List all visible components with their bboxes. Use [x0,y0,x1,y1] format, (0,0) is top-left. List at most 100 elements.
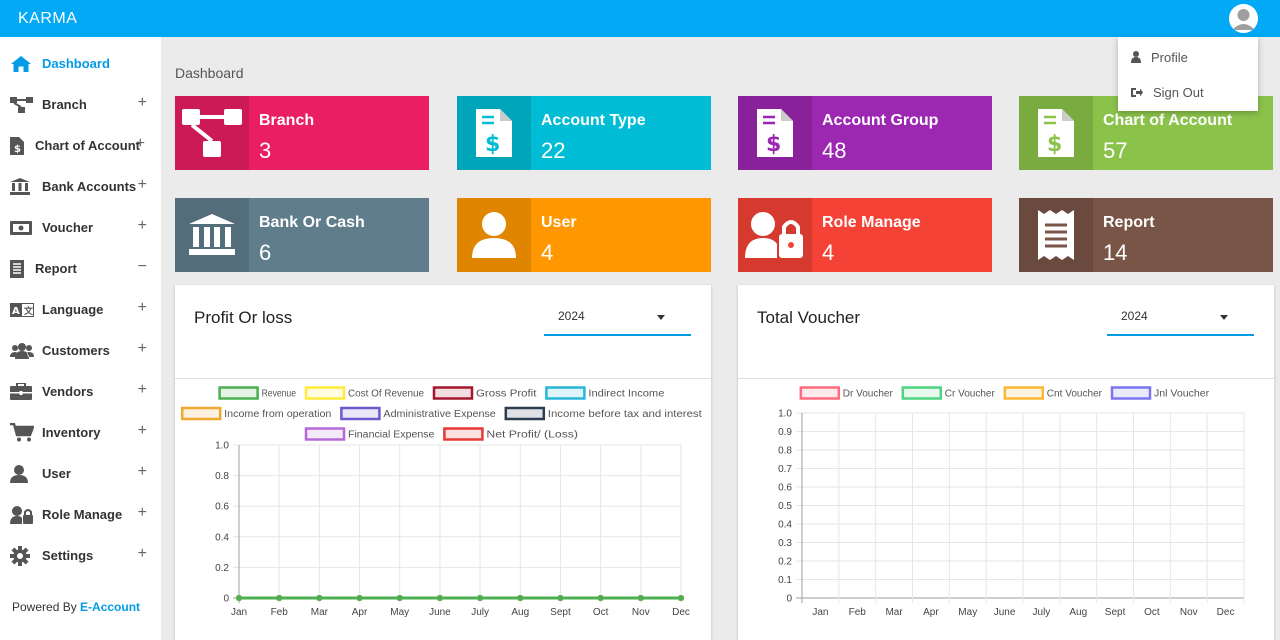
card-role-manage[interactable]: Role Manage 4 [738,198,992,272]
sign-out-icon [1131,87,1143,97]
sidebar-item-label: Role Manage [42,507,123,522]
sidebar-item-customers[interactable]: Customers + [0,330,161,371]
profit-loss-chart: Revenue Cost Of Revenue Gross Profit Indire… [180,386,702,618]
data-point [597,595,604,601]
legend-label: Gross Profit [476,389,537,400]
data-point [436,595,443,601]
y-tick-label: 0.1 [778,575,792,586]
card-title: Account Group [822,112,939,129]
x-tick-label: May [390,607,409,618]
svg-text:文: 文 [23,305,34,317]
y-tick-label: 0.5 [778,501,792,512]
card-report[interactable]: Report 14 [1019,198,1273,272]
x-tick-label: June [994,607,1016,618]
data-point [356,595,363,601]
card-icon-box [457,198,531,272]
sidebar-item-voucher[interactable]: Voucher + [0,207,161,248]
legend-label: Income from operation [224,409,331,420]
sidebar-item-label: Language [42,302,104,317]
expand-indicator: + [137,94,147,111]
sidebar-item-bank-accounts[interactable]: Bank Accounts + [0,166,161,207]
card-value: 57 [1103,138,1128,163]
sidebar-item-chart-of-account[interactable]: $ Chart of Account + [0,125,161,166]
sign-out-menu-item[interactable]: Sign Out [1118,74,1258,110]
legend-swatch [432,386,474,400]
sidebar-item-role-manage[interactable]: Role Manage + [0,494,161,535]
card-title: Chart of Account [1103,112,1233,129]
card-icon-box [738,198,812,272]
sidebar-item-vendors[interactable]: Vendors + [0,371,161,412]
legend-label: Net Profit/ (Loss) [486,430,578,441]
card-icon-box [175,96,249,170]
x-tick-label: Jan [812,607,828,618]
card-branch[interactable]: Branch 3 [175,96,429,170]
powered-by: Powered By E-Account [12,600,140,614]
x-tick-label: Sept [550,607,571,618]
app-title[interactable]: KARMA [18,10,78,27]
x-tick-label: June [429,607,451,618]
legend-label: Jnl Voucher [1154,389,1210,400]
card-account-type[interactable]: $ Account Type 22 [457,96,711,170]
year-select[interactable]: 2024 [544,300,691,336]
card-bank-or-cash[interactable]: Bank Or Cash 6 [175,198,429,272]
card-account-group[interactable]: $ Account Group 48 [738,96,992,170]
y-tick-label: 1.0 [778,409,792,420]
legend-swatch [504,406,546,421]
report-icon [10,259,27,279]
card-chart-of-account[interactable]: $ Chart of Account 57 [1019,96,1273,170]
top-app-bar: KARMA [0,0,1280,37]
user-lock-icon [10,505,34,525]
sidebar-item-user[interactable]: User + [0,453,161,494]
x-tick-label: July [1033,607,1051,618]
y-tick-label: 0 [786,594,792,605]
x-tick-label: July [471,607,489,618]
legend-swatch [304,427,346,441]
legend-label: Income before tax and interest [548,409,702,420]
money-icon [10,218,34,238]
sidebar-item-branch[interactable]: Branch + [0,84,161,125]
sidebar-item-label: Chart of Account [35,138,140,153]
sidebar-item-inventory[interactable]: Inventory + [0,412,161,453]
panel-divider [738,378,1274,379]
x-tick-label: Dec [1217,607,1235,618]
sidebar-item-report[interactable]: Report − [0,248,161,289]
sidebar-item-label: Vendors [42,384,94,399]
expand-indicator: + [137,545,147,562]
expand-indicator: + [137,340,147,357]
legend-swatch [1110,386,1152,400]
y-tick-label: 0.9 [778,427,792,438]
card-value: 6 [259,240,272,265]
profile-menu-item[interactable]: Profile [1118,39,1258,75]
x-tick-label: Aug [511,607,529,618]
user-avatar-button[interactable] [1229,4,1258,33]
avatar-icon [1229,4,1258,33]
user-icon [472,212,516,258]
sidebar-item-dashboard[interactable]: Dashboard [0,43,161,84]
cart-icon [10,423,34,443]
sidebar: Dashboard Branch + $ Chart of Account + … [0,37,161,640]
sidebar-item-label: Report [35,261,77,276]
legend-swatch [180,406,222,421]
x-tick-label: Nov [1180,607,1198,618]
y-tick-label: 0.8 [215,471,229,482]
x-tick-label: Feb [271,607,289,618]
legend-swatch [304,386,346,400]
card-title: Account Type [541,112,646,129]
card-user[interactable]: User 4 [457,198,711,272]
collapse-indicator: − [137,258,147,275]
sidebar-item-settings[interactable]: Settings + [0,535,161,576]
legend-label: Cost Of Revenue [348,389,424,400]
expand-indicator: + [137,299,147,316]
profile-label: Profile [1151,49,1188,65]
sidebar-item-label: Bank Accounts [42,179,137,194]
x-tick-label: Nov [632,607,650,618]
sitemap-icon [10,95,34,115]
card-icon-box: $ [738,96,812,170]
powered-brand-link[interactable]: E-Account [80,600,141,614]
year-select[interactable]: 2024 [1107,300,1254,336]
x-tick-label: Apr [352,607,368,618]
card-icon-box: $ [457,96,531,170]
y-tick-label: 0.6 [778,483,792,494]
expand-indicator: + [137,504,147,521]
